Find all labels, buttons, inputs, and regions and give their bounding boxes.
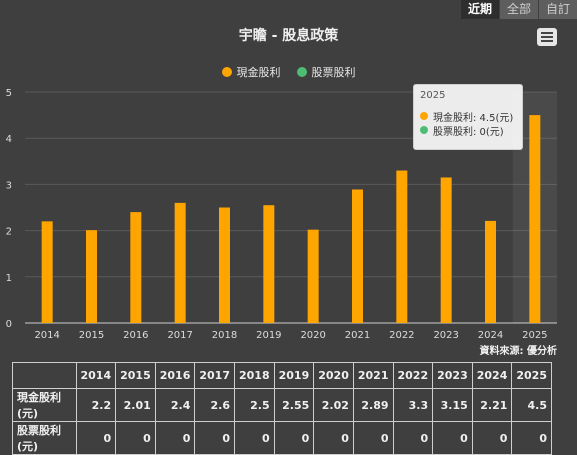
bar	[440, 177, 452, 323]
table-cell: 2.89	[352, 388, 394, 422]
legend-marker-icon	[221, 67, 232, 77]
legend-item-stock-dividend[interactable]: 股票股利	[296, 64, 356, 80]
tab-custom[interactable]: 自訂	[537, 0, 577, 19]
bar	[174, 202, 186, 323]
x-tick-label: 2023	[433, 330, 458, 341]
table-cell: 4.5	[511, 388, 552, 422]
y-tick-label: 5	[6, 88, 12, 99]
y-tick-label: 2	[6, 227, 12, 238]
bar	[263, 205, 275, 323]
x-tick-label: 2017	[167, 330, 192, 341]
table-header-cell: 2023	[432, 362, 473, 389]
x-tick-label: 2018	[212, 330, 237, 341]
table-header-cell: 2016	[154, 362, 196, 389]
table-cell: 0	[115, 421, 156, 455]
bar	[130, 212, 142, 323]
x-tick-label: 2025	[522, 330, 547, 341]
tooltip-marker-icon	[420, 126, 428, 134]
x-tick-label: 2015	[79, 330, 104, 341]
chart-title: 宇瞻 - 股息政策	[238, 28, 339, 44]
table-cell: 0	[194, 421, 235, 455]
row-label: 股票股利(元)	[12, 421, 77, 455]
tooltip-row-text: 現金股利: 4.5(元)	[433, 112, 514, 124]
tooltip-row: 現金股利: 4.5(元)	[420, 109, 516, 124]
bar	[86, 230, 97, 323]
table-header-row: 2014 2015 2016 2017 2018 2019 2020 2021 …	[12, 362, 552, 389]
table-cell: 0	[352, 421, 394, 455]
table-cell: 0	[273, 421, 315, 455]
bar	[41, 221, 53, 323]
hamburger-menu-icon[interactable]	[537, 28, 557, 46]
table-header-cell: 2017	[194, 362, 235, 389]
table-cell: 2.6	[194, 388, 235, 422]
tooltip-marker-icon	[420, 112, 428, 120]
y-tick-label: 3	[6, 180, 12, 191]
x-tick-label: 2021	[345, 330, 370, 341]
source-note: 資料來源: 優分析	[479, 346, 557, 357]
table-cell: 0	[511, 421, 552, 455]
x-tick-label: 2024	[478, 330, 503, 341]
chart-tooltip: 2025 現金股利: 4.5(元) 股票股利: 0(元)	[413, 84, 523, 150]
bar	[219, 207, 230, 323]
table-header-cell: 2015	[115, 362, 156, 389]
tab-all[interactable]: 全部	[498, 0, 538, 19]
table-cell: 2.01	[115, 388, 156, 422]
table-header-cell: 2018	[234, 362, 275, 389]
table-header-cell: 2020	[313, 362, 354, 389]
table-cell: 2.5	[234, 388, 275, 422]
table-header-cell	[12, 362, 77, 389]
tab-recent[interactable]: 近期	[459, 0, 499, 19]
chart-legend: 現金股利 股票股利	[0, 64, 577, 80]
table-header-cell: 2019	[273, 362, 315, 389]
range-tabs: 近期 全部 自訂	[459, 0, 577, 19]
table-header-cell: 2014	[75, 362, 117, 389]
table-cell: 0	[313, 421, 354, 455]
table-cell: 0	[75, 421, 117, 455]
x-tick-label: 2016	[123, 330, 148, 341]
dividend-table: 2014 2015 2016 2017 2018 2019 2020 2021 …	[12, 362, 552, 455]
table-cell: 2.2	[75, 388, 117, 422]
bar-chart: 0 1 2 3 4 5 2014 2015 2016 2017 2018 2019 2020 2021 20…	[6, 88, 557, 341]
legend-label: 股票股利	[311, 66, 356, 79]
table-cell: 2.4	[154, 388, 196, 422]
table-cell: 0	[234, 421, 275, 455]
x-tick-label: 2022	[389, 330, 414, 341]
table-cell: 0	[432, 421, 473, 455]
table-cell: 0	[392, 421, 434, 455]
x-tick-label: 2020	[300, 330, 325, 341]
table-header-cell: 2021	[352, 362, 394, 389]
legend-label: 現金股利	[236, 66, 281, 79]
table-cell: 3.15	[432, 388, 473, 422]
x-tick-label: 2014	[34, 330, 59, 341]
table-cell: 2.02	[313, 388, 354, 422]
table-header-cell: 2024	[471, 362, 513, 389]
y-tick-label: 1	[6, 273, 12, 284]
table-header-cell: 2022	[392, 362, 434, 389]
table-cell: 0	[154, 421, 196, 455]
table-row: 現金股利(元) 2.2 2.01 2.4 2.6 2.5 2.55 2.02 2…	[12, 388, 552, 422]
tooltip-row: 股票股利: 0(元)	[420, 123, 516, 138]
table-cell: 3.3	[392, 388, 434, 422]
legend-marker-icon	[296, 67, 307, 77]
bar	[485, 220, 496, 323]
bar	[396, 170, 408, 323]
bar	[307, 229, 319, 323]
table-cell: 2.55	[273, 388, 315, 422]
table-header-cell: 2025	[511, 362, 552, 389]
y-tick-label: 0	[6, 319, 12, 330]
bar	[529, 115, 541, 323]
x-tick-label: 2019	[256, 330, 281, 341]
tooltip-row-text: 股票股利: 0(元)	[433, 126, 504, 138]
y-tick-label: 4	[6, 134, 12, 145]
table-cell: 2.21	[471, 388, 513, 422]
table-cell: 0	[471, 421, 513, 455]
tooltip-title: 2025	[420, 90, 446, 101]
table-row: 股票股利(元) 0 0 0 0 0 0 0 0 0 0 0 0	[12, 421, 552, 455]
row-label: 現金股利(元)	[12, 388, 77, 422]
bar	[352, 189, 363, 323]
legend-item-cash-dividend[interactable]: 現金股利	[221, 64, 281, 80]
